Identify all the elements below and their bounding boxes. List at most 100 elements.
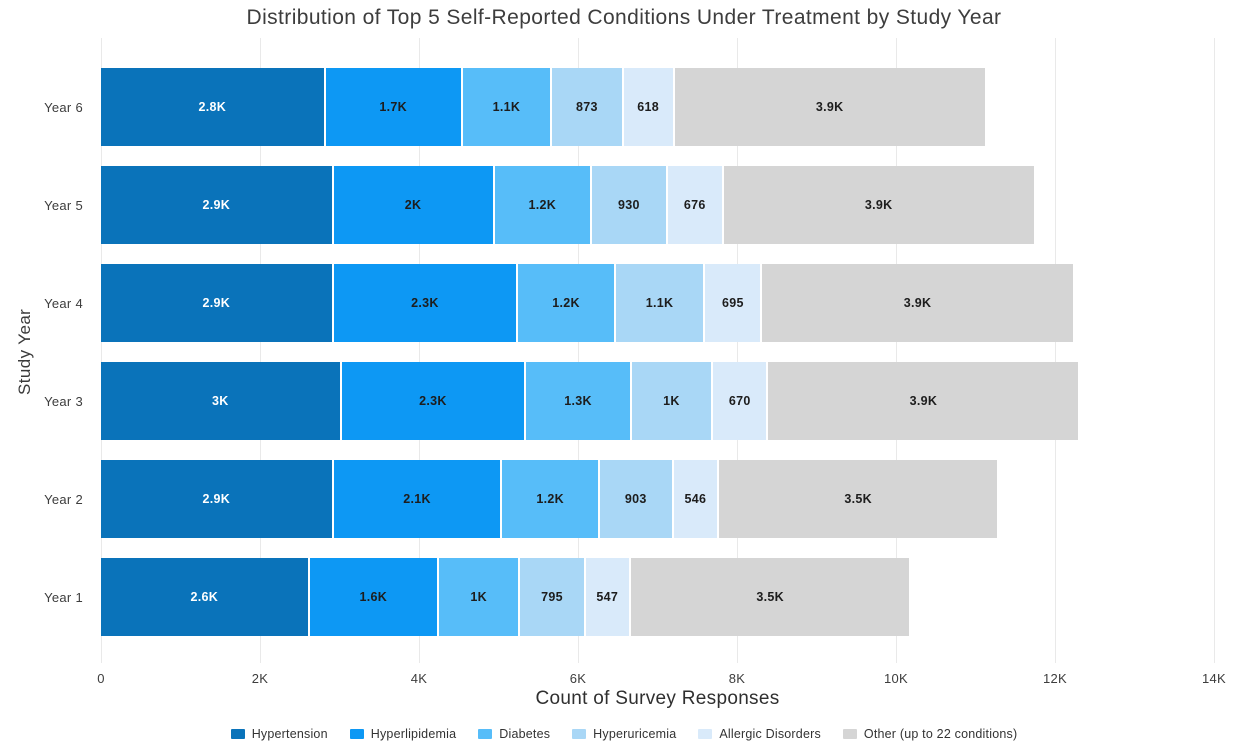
bar-segment-label: 1.1K — [645, 296, 674, 310]
bar-segment[interactable]: 2.3K — [333, 264, 517, 342]
gridline — [101, 38, 102, 663]
x-tick-label: 4K — [410, 671, 428, 686]
plot-area: 2.8K 1.7K 1.1K 873 618 3.9K 2.9K 2K 1.2K 930 676 3.… — [101, 38, 1215, 663]
bar-segment-label: 1.6K — [359, 590, 388, 604]
bar-segment-label: 3.9K — [864, 198, 893, 212]
x-tick-label: 8K — [728, 671, 746, 686]
y-tick-labels: Year 6 Year 5 Year 4 Year 3 Year 2 Year 1 — [0, 58, 92, 646]
bar-segment-label: 1K — [470, 590, 487, 604]
bar-segment-label: 3K — [211, 394, 229, 408]
bar-segment-label: 1.1K — [492, 100, 521, 114]
bar-segment[interactable]: 2.9K — [101, 166, 332, 244]
stacked-bar: 2.9K 2.1K 1.2K 903 546 3.5K — [101, 460, 1214, 538]
bar-segment-label: 3.9K — [909, 394, 938, 408]
bar-segment[interactable]: 2K — [333, 166, 493, 244]
bar-segment[interactable]: 670 — [713, 362, 767, 440]
bar-segment[interactable]: 1.7K — [325, 68, 461, 146]
stacked-bar: 3K 2.3K 1.3K 1K 670 3.9K — [101, 362, 1214, 440]
bar-segment[interactable]: 1K — [438, 558, 519, 636]
x-tick-label: 0 — [97, 671, 105, 686]
legend-label: Hyperuricemia — [593, 727, 677, 741]
bar-segment-label: 2.9K — [202, 296, 231, 310]
gridline — [419, 38, 420, 663]
bar-segment-label: 2.3K — [411, 296, 439, 310]
bar-segment[interactable]: 2.9K — [101, 264, 332, 342]
bar-row: 2.8K 1.7K 1.1K 873 618 3.9K — [101, 58, 1214, 156]
bar-segment[interactable]: 1.6K — [309, 558, 437, 636]
y-tick-label: Year 3 — [44, 393, 83, 409]
bar-segment-label: 1.3K — [564, 394, 592, 408]
bar-segment[interactable]: 795 — [520, 558, 584, 636]
bar-segment-label: 2.1K — [403, 492, 431, 506]
gridline — [737, 38, 738, 663]
bar-segment-label: 873 — [575, 100, 598, 114]
bar-row: 2.6K 1.6K 1K 795 547 3.5K — [101, 548, 1214, 646]
bar-segment[interactable]: 3.9K — [674, 68, 985, 146]
bar-segment[interactable]: 930 — [591, 166, 666, 244]
x-tick-label: 14K — [1201, 671, 1227, 686]
bar-segment[interactable]: 2.6K — [101, 558, 308, 636]
bar-segment-label: 2.9K — [202, 198, 231, 212]
bar-segment[interactable]: 1.1K — [615, 264, 704, 342]
bar-segment[interactable]: 695 — [705, 264, 761, 342]
bar-row: 2.9K 2.1K 1.2K 903 546 3.5K — [101, 450, 1214, 548]
legend-label: Other (up to 22 conditions) — [863, 727, 1018, 741]
legend-item[interactable]: Allergic Disorders — [698, 727, 821, 741]
bar-segment[interactable]: 1.1K — [462, 68, 551, 146]
bar-segment[interactable]: 2.8K — [101, 68, 324, 146]
bar-segment[interactable]: 903 — [599, 460, 672, 538]
legend-item[interactable]: Hyperuricemia — [572, 727, 676, 741]
bar-segment[interactable]: 2.1K — [333, 460, 501, 538]
bar-segment[interactable]: 3.5K — [631, 558, 910, 636]
bar-segment[interactable]: 2.3K — [341, 362, 525, 440]
bar-row: 2.9K 2K 1.2K 930 676 3.9K — [101, 156, 1214, 254]
bar-segment[interactable]: 547 — [585, 558, 630, 636]
bar-segment-label: 695 — [721, 296, 744, 310]
bar-segment-label: 1.2K — [536, 492, 564, 506]
bar-segment[interactable]: 676 — [667, 166, 722, 244]
bar-segment[interactable]: 3.9K — [762, 264, 1073, 342]
x-tick-label: 10K — [883, 671, 909, 686]
bar-segment-label: 2.6K — [190, 590, 219, 604]
bar-segment[interactable]: 1.3K — [526, 362, 630, 440]
stacked-bar: 2.9K 2K 1.2K 930 676 3.9K — [101, 166, 1214, 244]
gridline — [1055, 38, 1056, 663]
bar-segment[interactable]: 3.5K — [719, 460, 998, 538]
bar-segment[interactable]: 1.2K — [494, 166, 590, 244]
legend-swatch — [698, 729, 713, 739]
bar-segment-label: 3.5K — [756, 590, 784, 604]
legend-item[interactable]: Hypertension — [230, 727, 328, 741]
bar-segment[interactable]: 3K — [101, 362, 340, 440]
legend-swatch — [842, 729, 857, 739]
x-tick-label: 12K — [1042, 671, 1068, 686]
bar-segment[interactable]: 3.9K — [723, 166, 1034, 244]
legend-label: Hyperlipidemia — [370, 727, 457, 741]
gridline — [260, 38, 261, 663]
y-tick-label: Year 5 — [44, 197, 83, 213]
bar-segment[interactable]: 618 — [623, 68, 673, 146]
legend-swatch — [478, 729, 493, 739]
legend-label: Diabetes — [499, 727, 551, 741]
bar-segment[interactable]: 873 — [552, 68, 622, 146]
bar-segment[interactable]: 1.2K — [518, 264, 614, 342]
bar-segment[interactable]: 3.9K — [768, 362, 1079, 440]
chart-title: Distribution of Top 5 Self-Reported Cond… — [246, 6, 1002, 29]
bar-segment[interactable]: 1.2K — [502, 460, 598, 538]
gridline — [896, 38, 897, 663]
bar-segment-label: 618 — [637, 100, 659, 114]
bar-segment[interactable]: 2.9K — [101, 460, 332, 538]
bar-segment-label: 1.2K — [528, 198, 557, 212]
bar-segment[interactable]: 1K — [631, 362, 712, 440]
legend-swatch — [572, 729, 587, 739]
bar-segment-label: 2K — [404, 198, 422, 212]
stacked-bar: 2.6K 1.6K 1K 795 547 3.5K — [101, 558, 1214, 636]
legend-item[interactable]: Other (up to 22 conditions) — [842, 727, 1018, 741]
bar-segment-label: 670 — [728, 394, 751, 408]
legend-item[interactable]: Diabetes — [478, 727, 550, 741]
bar-segment[interactable]: 546 — [673, 460, 718, 538]
legend: Hypertension Hyperlipidemia Diabetes Hyperu… — [0, 724, 1248, 744]
legend-item[interactable]: Hyperlipidemia — [349, 727, 457, 741]
y-tick-label: Year 2 — [44, 491, 83, 507]
bar-rows: 2.8K 1.7K 1.1K 873 618 3.9K 2.9K 2K 1.2K 930 676 3.… — [101, 58, 1214, 646]
